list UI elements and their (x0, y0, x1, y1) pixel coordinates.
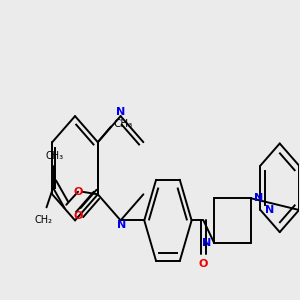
Text: O: O (74, 187, 83, 197)
Text: N: N (117, 220, 127, 230)
Text: O: O (199, 259, 208, 269)
Text: N: N (116, 107, 125, 117)
Text: N: N (254, 193, 263, 203)
Text: N: N (265, 205, 274, 215)
Text: CH₂: CH₂ (35, 215, 53, 225)
Text: CH₃: CH₃ (113, 119, 132, 129)
Text: CH₃: CH₃ (45, 152, 64, 161)
Text: O: O (74, 212, 83, 221)
Text: N: N (202, 238, 211, 248)
